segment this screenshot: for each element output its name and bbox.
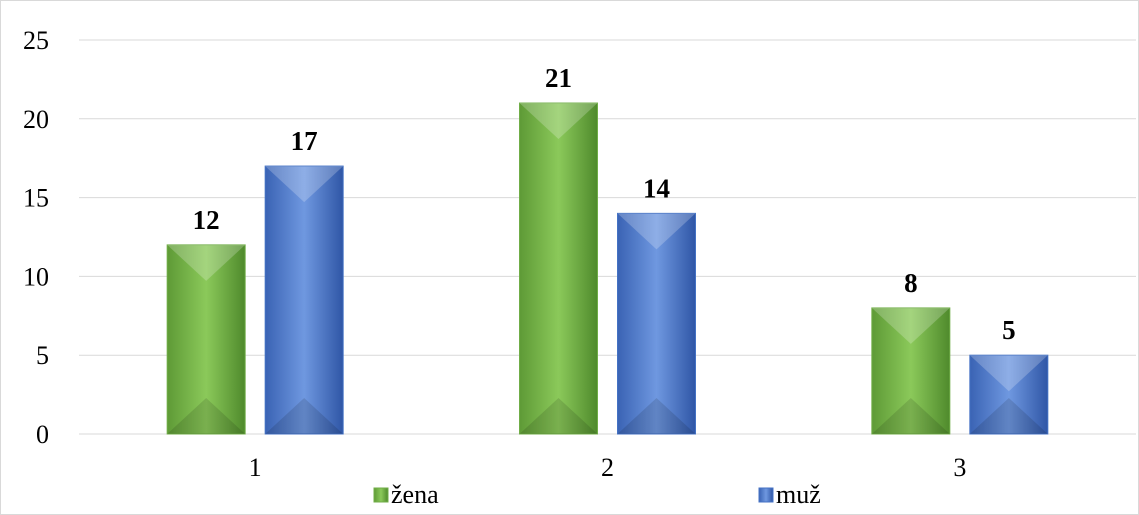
x-tick-label: 3	[953, 453, 966, 482]
data-label: 17	[291, 126, 318, 156]
bar-body	[519, 102, 598, 435]
x-axis-ticks: 1 2 3	[249, 453, 967, 482]
y-tick-label: 10	[23, 262, 49, 291]
bar-body	[166, 244, 246, 435]
bar-bevel-bottom	[969, 398, 1048, 434]
bar-bevel-top	[969, 355, 1048, 392]
bar-bevel-top	[871, 307, 950, 344]
data-labels: 12 17 21 14 8 5	[193, 63, 1016, 345]
y-tick-label: 25	[23, 26, 49, 55]
y-tick-label: 0	[36, 420, 49, 449]
data-label: 12	[193, 205, 220, 235]
legend-swatch	[758, 487, 774, 503]
data-label: 21	[545, 63, 572, 93]
bar-bevel-top	[519, 103, 598, 140]
bar-žena-3	[871, 307, 951, 435]
legend: žena muž	[373, 480, 821, 509]
legend-label: muž	[776, 480, 821, 509]
y-tick-label: 20	[23, 105, 49, 134]
bar-bevel-bottom	[519, 398, 598, 434]
bar-bevel-bottom	[265, 398, 344, 434]
legend-item-žena: žena	[373, 480, 439, 509]
bar-body	[264, 165, 344, 435]
bar-muž-2	[617, 212, 696, 435]
data-label: 14	[643, 173, 670, 203]
y-tick-label: 15	[23, 184, 49, 213]
bar-body	[617, 212, 696, 435]
y-tick-label: 5	[36, 341, 49, 370]
x-tick-label: 1	[249, 453, 262, 482]
data-label: 5	[1002, 315, 1016, 345]
bar-bevel-bottom	[871, 398, 950, 434]
bar-žena-2	[519, 102, 598, 435]
gridlines	[79, 39, 1136, 435]
bar-bevel-top	[167, 244, 246, 281]
bar-muž-1	[264, 165, 344, 435]
legend-swatch	[373, 487, 389, 503]
bar-bevel-bottom	[167, 398, 246, 434]
bar-bevel-top	[617, 213, 696, 250]
bar-bevel-bottom	[617, 398, 696, 434]
x-tick-label: 2	[601, 453, 614, 482]
bar-muž-3	[969, 354, 1049, 435]
data-label: 8	[904, 268, 918, 298]
legend-item-muž: muž	[758, 480, 821, 509]
bar-body	[871, 307, 951, 435]
y-axis-ticks: 0 5 10 15 20 25	[23, 26, 49, 449]
bar-body	[969, 354, 1049, 435]
legend-label: žena	[391, 480, 439, 509]
bar-bevel-top	[265, 166, 344, 203]
bars	[166, 102, 1049, 435]
bar-žena-1	[166, 244, 246, 435]
